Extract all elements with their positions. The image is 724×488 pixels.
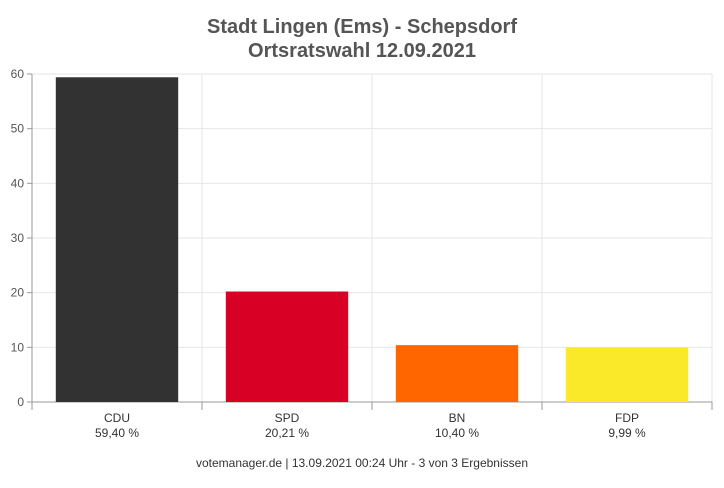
x-percent-label: 59,40 % [95,426,139,440]
y-tick-label: 0 [17,395,24,409]
x-percent-label: 10,40 % [435,426,479,440]
bar-spd [225,291,349,402]
y-tick-label: 60 [11,67,25,81]
x-category-label: SPD [275,411,300,425]
y-tick-label: 10 [11,340,25,354]
y-tick-label: 40 [11,176,25,190]
x-percent-label: 20,21 % [265,426,309,440]
y-tick-label: 30 [11,231,25,245]
x-category-label: BN [449,411,466,425]
x-category-label: FDP [615,411,639,425]
bar-cdu [55,77,179,402]
y-tick-label: 50 [11,122,25,136]
chart-title: Stadt Lingen (Ems) - Schepsdorf [206,16,518,38]
footer-source: votemanager.de | 13.09.2021 00:24 Uhr - … [195,456,528,470]
x-category-label: CDU [104,411,130,425]
bar-fdp [565,347,689,402]
y-tick-label: 20 [11,286,25,300]
chart-subtitle: Ortsratswahl 12.09.2021 [248,40,476,62]
bar-bn [395,345,519,402]
x-percent-label: 9,99 % [608,426,646,440]
